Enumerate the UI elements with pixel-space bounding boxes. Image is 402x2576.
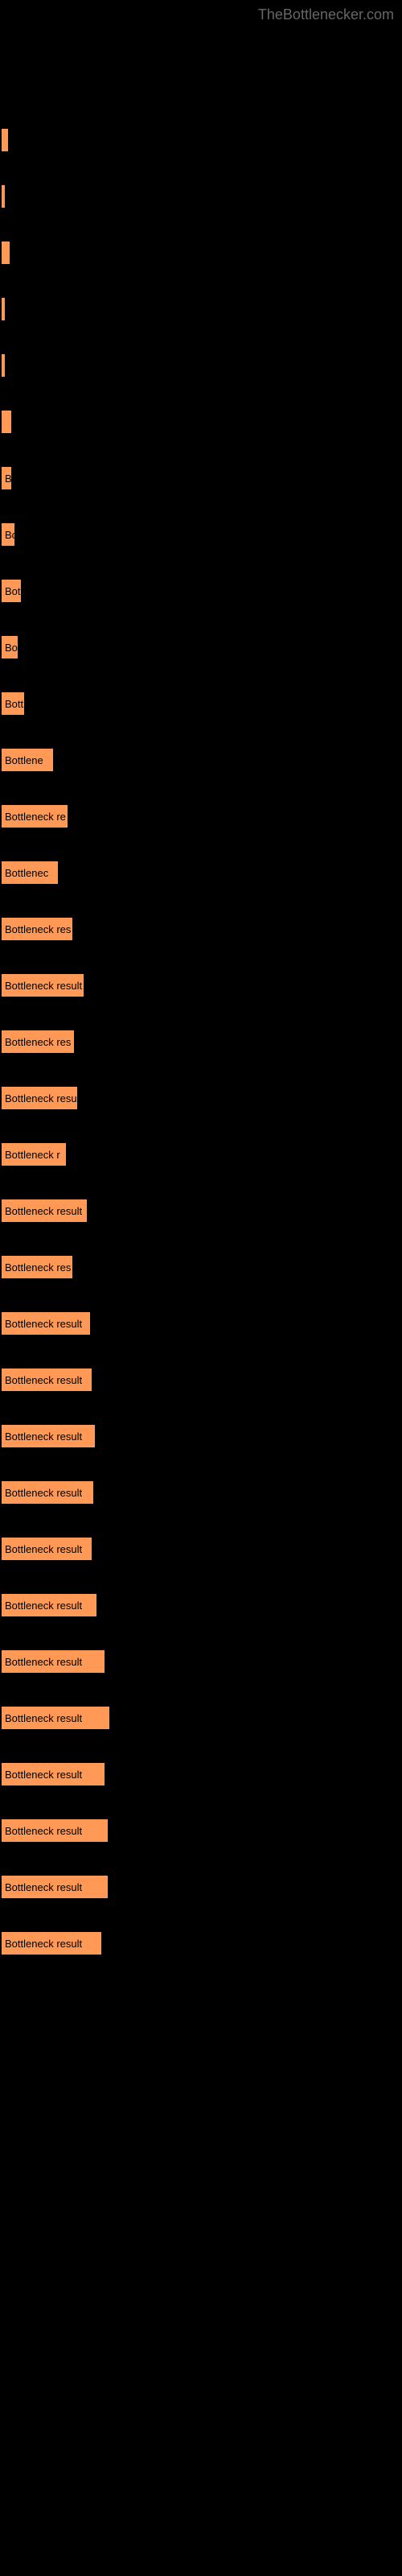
bar-label: Bottleneck result — [5, 1430, 82, 1443]
bar-row: Bottlene — [2, 749, 402, 771]
bar-label: Bo — [5, 529, 14, 541]
bar-row: Bottleneck result — [2, 1312, 402, 1335]
chart-bar: Bottleneck res — [2, 918, 72, 940]
chart-bar: Bo — [2, 636, 18, 658]
chart-bar: Bottleneck result — [2, 1538, 92, 1560]
bar-row: Bottleneck result — [2, 1819, 402, 1842]
bar-label: Bottleneck result — [5, 1600, 82, 1612]
chart-bar: Bottleneck r — [2, 1143, 66, 1166]
bar-label: Bottleneck result — [5, 1825, 82, 1837]
bar-label: Bottlene — [5, 754, 43, 766]
bar-row — [2, 298, 402, 320]
chart-bar: Bottleneck result — [2, 1819, 108, 1842]
chart-bar: Bottlene — [2, 749, 53, 771]
bar-row: Bottleneck res — [2, 918, 402, 940]
bar-row: Bottleneck result — [2, 1763, 402, 1785]
bar-label: Bottleneck result — [5, 1374, 82, 1386]
bar-label: Bottleneck res — [5, 1036, 71, 1048]
bar-label: Bottleneck r — [5, 1149, 60, 1161]
bar-row: Bottleneck result — [2, 1876, 402, 1898]
bar-row: Bottleneck res — [2, 1256, 402, 1278]
bar-row: Bottlenec — [2, 861, 402, 884]
chart-bar — [2, 185, 5, 208]
bar-row — [2, 411, 402, 433]
bar-row: Bottleneck r — [2, 1143, 402, 1166]
bar-row: Bottleneck result — [2, 1368, 402, 1391]
chart-bar: Bottleneck re — [2, 805, 68, 828]
bar-label: Bo — [5, 642, 18, 654]
bar-row: Bottleneck result — [2, 1538, 402, 1560]
bar-row: Bottleneck result — [2, 1594, 402, 1616]
chart-bar — [2, 411, 11, 433]
chart-bar: Bottleneck result — [2, 1481, 93, 1504]
bar-row: Bottleneck re — [2, 805, 402, 828]
bar-label: Bottleneck result — [5, 1543, 82, 1555]
bar-row — [2, 129, 402, 151]
chart-bar — [2, 242, 10, 264]
bar-label: Bott — [5, 698, 23, 710]
chart-bar: Bottleneck result — [2, 1932, 101, 1955]
bar-label: Bottleneck result — [5, 1487, 82, 1499]
chart-bar: Bott — [2, 692, 24, 715]
bar-row — [2, 185, 402, 208]
chart-bar: Bottleneck result — [2, 1594, 96, 1616]
chart-bar — [2, 354, 5, 377]
chart-bar: Bottleneck result — [2, 974, 84, 997]
bar-row: Bottleneck result — [2, 1707, 402, 1729]
chart-bar: Bottlenec — [2, 861, 58, 884]
chart-bar: Bottleneck result — [2, 1425, 95, 1447]
bar-label: Bottleneck res — [5, 923, 71, 935]
watermark-text: TheBottlenecker.com — [258, 6, 394, 23]
chart-bar: Bottleneck result — [2, 1312, 90, 1335]
chart-bar: Bottleneck result — [2, 1876, 108, 1898]
bar-row: Bottleneck result — [2, 974, 402, 997]
chart-bar: B — [2, 467, 11, 489]
chart-bar: Bottleneck result — [2, 1368, 92, 1391]
bar-row: Bottleneck result — [2, 1425, 402, 1447]
bar-label: Bottleneck result — [5, 1881, 82, 1893]
chart-bar: Bottleneck result — [2, 1763, 105, 1785]
bar-row: Bott — [2, 692, 402, 715]
bar-label: Bottleneck result — [5, 1712, 82, 1724]
bar-row: Bottleneck result — [2, 1481, 402, 1504]
bar-row: Bottleneck result — [2, 1650, 402, 1673]
bar-row — [2, 354, 402, 377]
bar-row: Bo — [2, 523, 402, 546]
chart-bar: Bot — [2, 580, 21, 602]
bar-row: Bottleneck result — [2, 1932, 402, 1955]
chart-bar: Bottleneck res — [2, 1030, 74, 1053]
bar-label: Bottleneck result — [5, 1938, 82, 1950]
bar-label: Bottleneck result — [5, 1205, 82, 1217]
bar-row: Bottleneck resu — [2, 1087, 402, 1109]
chart-bar: Bottleneck result — [2, 1650, 105, 1673]
bar-label: Bottleneck result — [5, 1769, 82, 1781]
chart-bar: Bo — [2, 523, 14, 546]
chart-bar: Bottleneck result — [2, 1199, 87, 1222]
bar-row: Bottleneck result — [2, 1199, 402, 1222]
bar-label: Bottleneck resu — [5, 1092, 77, 1104]
bar-row: Bo — [2, 636, 402, 658]
chart-bar: Bottleneck result — [2, 1707, 109, 1729]
bar-label: Bottleneck res — [5, 1261, 71, 1274]
bar-label: Bottleneck result — [5, 1656, 82, 1668]
bar-row: B — [2, 467, 402, 489]
bar-label: B — [5, 473, 11, 485]
bar-label: Bottlenec — [5, 867, 48, 879]
bar-label: Bottleneck result — [5, 980, 82, 992]
bar-label: Bottleneck re — [5, 811, 66, 823]
bar-row: Bot — [2, 580, 402, 602]
chart-bar: Bottleneck res — [2, 1256, 72, 1278]
bar-row: Bottleneck res — [2, 1030, 402, 1053]
chart-container: B Bo Bot Bo Bott Bottlene Bottleneck re Bottlen… — [0, 0, 402, 1955]
bar-label: Bot — [5, 585, 21, 597]
chart-bar — [2, 298, 5, 320]
bar-label: Bottleneck result — [5, 1318, 82, 1330]
chart-bar: Bottleneck resu — [2, 1087, 77, 1109]
bar-row — [2, 242, 402, 264]
chart-bar — [2, 129, 8, 151]
